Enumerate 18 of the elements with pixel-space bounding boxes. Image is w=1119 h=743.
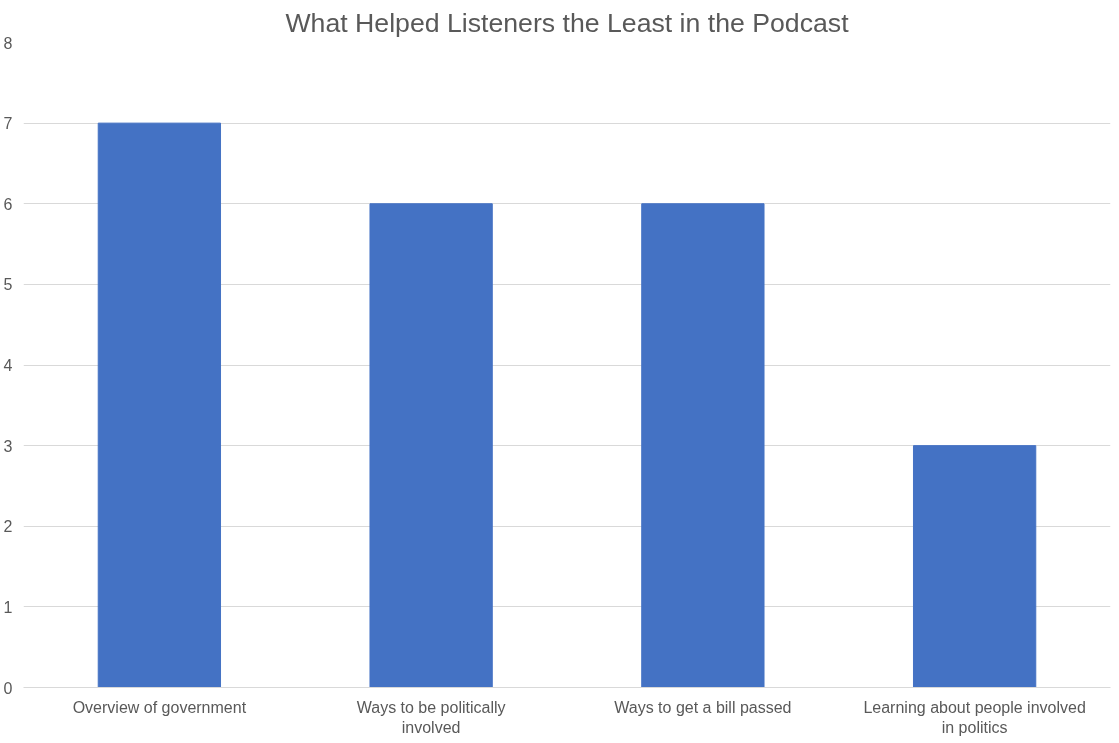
x-tick-label: Overview of government [72,698,247,716]
x-tick-label: Ways to get a bill passed [614,698,792,716]
bar [641,203,765,688]
y-tick-label: 5 [3,276,13,294]
y-tick-label: 0 [3,679,13,697]
y-tick-label: 3 [3,437,13,455]
x-tick-label: Learning about people involved in politics [863,698,1086,736]
bar [369,203,493,688]
y-tick-label: 8 [3,34,13,52]
y-tick-label: 7 [3,115,13,133]
y-tick-label: 6 [3,195,13,213]
y-tick-label: 4 [3,357,13,374]
chart-title: What Helped Listeners the Least in the Podcast [285,7,850,38]
bar [912,445,1037,688]
y-tick-label: 2 [3,518,13,536]
bar [97,122,222,688]
x-tick-label: Ways to be politically involved [356,698,506,736]
y-tick-label: 1 [3,598,13,616]
